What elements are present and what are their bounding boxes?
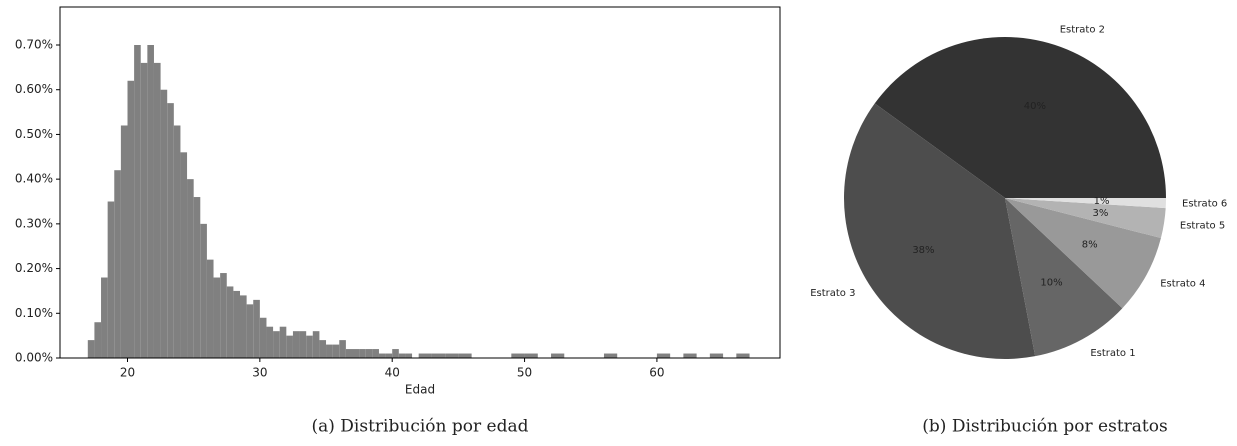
bar: [656, 353, 671, 358]
x-axis-label: Edad: [405, 383, 435, 397]
bar: [511, 353, 525, 358]
slice-label: Estrato 2: [1060, 25, 1105, 36]
y-tick-label: 0.70%: [15, 38, 53, 52]
slice-label: Estrato 5: [1180, 221, 1225, 232]
bar: [246, 304, 254, 358]
bar: [431, 353, 446, 358]
bar: [233, 290, 240, 358]
slice-percent: 10%: [1040, 278, 1062, 289]
bar: [372, 349, 379, 358]
y-tick-label: 0.10%: [15, 306, 53, 320]
bar: [147, 45, 154, 358]
bar: [134, 45, 141, 358]
bar: [279, 326, 287, 358]
bar: [345, 349, 353, 358]
y-tick-label: 0.60%: [15, 82, 53, 96]
slice-label: Estrato 1: [1090, 348, 1135, 359]
y-tick-label: 0.00%: [15, 351, 53, 365]
bar: [292, 331, 300, 358]
pie-slice: [1005, 198, 1166, 209]
bar: [266, 326, 274, 358]
bar: [213, 277, 221, 358]
bar: [226, 286, 234, 358]
bar: [273, 331, 280, 358]
y-tick-label: 0.50%: [15, 127, 53, 141]
bar: [101, 277, 108, 358]
bar: [418, 353, 432, 358]
x-tick-label: 30: [252, 366, 267, 380]
bar: [332, 344, 340, 358]
bar: [352, 349, 360, 358]
bar: [683, 353, 697, 358]
bar: [603, 353, 618, 358]
pie-slice: [844, 103, 1036, 359]
bar: [299, 331, 307, 358]
x-tick-label: 60: [649, 366, 664, 380]
bar: [107, 201, 115, 358]
bar: [94, 322, 102, 358]
bar: [392, 349, 399, 358]
bar: [120, 125, 128, 358]
bar: [312, 331, 320, 358]
bar: [200, 223, 207, 358]
bar: [153, 62, 161, 358]
bar: [736, 353, 750, 358]
bar: [524, 353, 538, 358]
bar: [193, 197, 201, 358]
bar: [253, 299, 260, 358]
bar: [173, 125, 181, 358]
bar: [114, 170, 121, 358]
bar: [385, 353, 393, 358]
slice-percent: 8%: [1082, 240, 1098, 251]
bar: [140, 62, 148, 358]
bar: [167, 103, 174, 358]
bar: [160, 89, 168, 359]
caption: (b) Distribución por estratos: [922, 417, 1167, 437]
caption: (a) Distribución por edad: [312, 417, 529, 437]
bar: [398, 353, 406, 358]
bar: [240, 295, 247, 358]
bar: [187, 179, 194, 358]
bar: [87, 340, 95, 358]
slice-percent: 40%: [1024, 101, 1046, 112]
slice-label: Estrato 3: [810, 288, 855, 299]
bar: [319, 340, 327, 358]
bar: [405, 353, 413, 358]
y-tick-label: 0.30%: [15, 216, 53, 230]
bar: [326, 344, 333, 358]
bar: [180, 152, 188, 358]
slice-label: Estrato 6: [1182, 199, 1227, 210]
pie-slice: [874, 37, 1166, 198]
pie-slice: [1005, 198, 1161, 309]
slice-percent: 3%: [1092, 208, 1108, 219]
x-tick-label: 20: [120, 366, 135, 380]
bar: [259, 317, 267, 358]
bar: [339, 340, 346, 358]
y-tick-label: 0.40%: [15, 172, 53, 186]
bar: [365, 349, 373, 358]
y-tick-label: 0.20%: [15, 261, 53, 275]
bar: [206, 259, 214, 358]
bar: [458, 353, 472, 358]
slice-label: Estrato 4: [1160, 278, 1205, 289]
x-tick-label: 50: [517, 366, 532, 380]
bar: [378, 353, 386, 358]
pie-slice: [1005, 198, 1123, 357]
pie-slice: [1005, 198, 1166, 239]
bar: [306, 335, 313, 358]
axes-frame: [59, 6, 781, 359]
bar: [286, 335, 293, 358]
bar: [359, 349, 366, 358]
slice-percent: 1%: [1094, 196, 1110, 207]
bar: [127, 80, 135, 358]
bar: [445, 353, 459, 358]
bar: [220, 273, 227, 358]
x-tick-label: 40: [385, 366, 400, 380]
slice-percent: 38%: [912, 245, 934, 256]
bar: [709, 353, 724, 358]
bar: [551, 353, 565, 358]
